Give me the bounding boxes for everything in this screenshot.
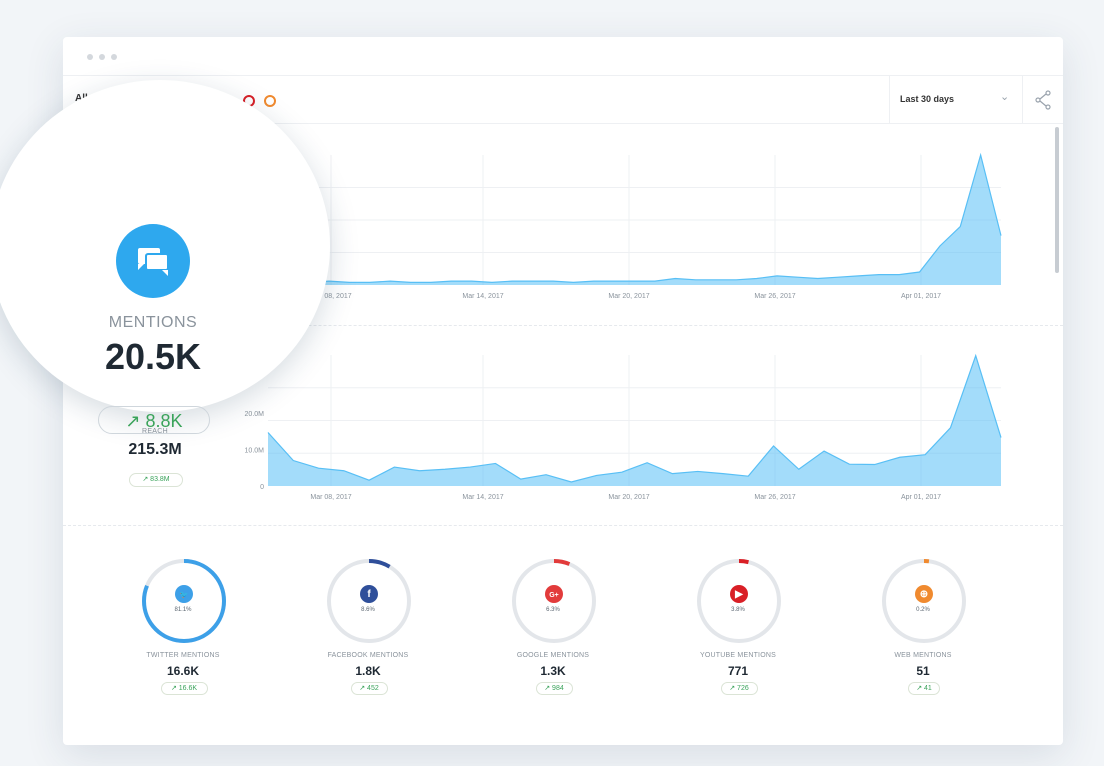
reach-chart-y-tick: 20.0M (245, 411, 265, 418)
reach-chart-y-tick: 10.0M (245, 448, 265, 455)
source-change-badge: ↗ 452 (350, 682, 388, 695)
source-name: TWITTER MENTIONS (146, 652, 220, 659)
web-filter-icon[interactable] (264, 95, 276, 107)
source-card: G+ 6.3% GOOGLE MENTIONS 1.3K ↗ 984 (468, 555, 638, 745)
chevron-down-icon: ⌄ (1000, 91, 1010, 103)
mentions-chart-area (268, 155, 1001, 285)
mentions-chart-x-tick: Mar 14, 2017 (462, 293, 503, 300)
donut-share-arc (882, 559, 966, 643)
mentions-chart-x-tick: Mar 26, 2017 (754, 293, 795, 300)
reach-chart-x-tick: Mar 26, 2017 (754, 494, 795, 501)
source-donut: G+ (512, 559, 596, 643)
section-divider (63, 325, 1063, 326)
mentions-chart: Mar 08, 2017 Mar 14, 2017 Mar 20, 2017 Mar … (245, 152, 1002, 501)
source-card: ⊕ 0.2% WEB MENTIONS 51 ↗ 41 (838, 555, 1008, 745)
mentions-label: MENTIONS (108, 314, 198, 331)
source-value: 771 (727, 664, 749, 678)
source-value: 16.6K (166, 664, 200, 678)
facebook-icon (360, 585, 378, 603)
mentions-value: 20.5K (104, 336, 202, 377)
source-value: 51 (916, 664, 930, 678)
source-card: ▶ 3.8% YOUTUBE MENTIONS 771 ↗ 726 (653, 555, 823, 745)
share-icon[interactable] (1031, 87, 1057, 113)
google-plus-icon-glyph: G+ (549, 592, 559, 599)
mentions-change-badge: ↗ 8.8K (98, 406, 210, 434)
source-card: 🐦 81.1% TWITTER MENTIONS 16.6K ↗ 16.6K (98, 555, 268, 745)
toolbar: All Last 30 days ⌄ (63, 76, 1063, 124)
window-dot (87, 54, 93, 60)
source-value: 1.3K (540, 664, 566, 678)
source-change-badge: ↗ 726 (720, 682, 758, 695)
youtube-icon-glyph: ▶ (734, 589, 744, 600)
donut-share-arc (697, 559, 781, 643)
source-donut: f (327, 559, 411, 643)
source-name: FACEBOOK MENTIONS (327, 652, 409, 659)
source-percent: 0.2% (916, 607, 930, 613)
date-range-select[interactable]: Last 30 days ⌄ (889, 76, 1023, 123)
reach-chart-x-tick: Mar 20, 2017 (608, 494, 649, 501)
source-donut: ⊕ (882, 559, 966, 643)
reach-chart-x-tick: Apr 01, 2017 (901, 494, 941, 501)
reach-label: REACH (141, 428, 168, 435)
google-plus-icon (545, 585, 563, 603)
mentions-chart-line (268, 152, 1002, 284)
twitter-icon (175, 585, 193, 603)
mentions-chat-icon (116, 224, 190, 298)
web-globe-icon-glyph: ⊕ (920, 589, 928, 600)
window-titlebar (63, 37, 1063, 76)
reach-chart-x-tick: Mar 08, 2017 (310, 494, 351, 501)
source-value: 1.8K (355, 664, 381, 678)
donut-share-arc (327, 559, 411, 643)
source-percent: 3.8% (731, 607, 745, 613)
reach-chart-area (268, 355, 1001, 486)
window-dot (111, 54, 117, 60)
source-name: GOOGLE MENTIONS (516, 652, 590, 659)
source-percent: 8.6% (361, 607, 375, 613)
facebook-icon-glyph: f (367, 589, 371, 600)
mentions-chart-x-tick: Mar 08, 2017 (310, 293, 351, 300)
source-change-badge: ↗ 16.6K (160, 682, 208, 695)
window-dot (99, 54, 105, 60)
scrollbar[interactable] (1055, 127, 1059, 273)
source-donut: ▶ (697, 559, 781, 643)
donut-share-arc (142, 559, 226, 643)
source-name: YOUTUBE MENTIONS (700, 652, 776, 659)
date-range-label: Last 30 days (900, 94, 955, 104)
reach-chart-y-tick: 0 (260, 484, 264, 491)
donut-share-arc (512, 559, 596, 643)
reach-chart-x-tick: Mar 14, 2017 (462, 494, 503, 501)
twitter-icon-glyph: 🐦 (180, 591, 189, 599)
source-change-badge: ↗ 984 (535, 682, 573, 695)
section-divider (63, 525, 1063, 526)
source-percent: 81.1% (174, 607, 192, 613)
mentions-magnifier: MENTIONS 20.5K ↗ 8.8K (0, 80, 330, 434)
mentions-chart-x-tick: Apr 01, 2017 (901, 293, 941, 300)
web-globe-icon (915, 585, 933, 603)
source-card: f 8.6% FACEBOOK MENTIONS 1.8K ↗ 452 (283, 555, 453, 745)
reach-chart-line (267, 353, 1002, 483)
youtube-icon (730, 585, 748, 603)
mentions-chart-x-tick: Mar 20, 2017 (608, 293, 649, 300)
reach-change-badge: ↗ 83.8M (129, 473, 183, 487)
source-percent: 6.3% (546, 607, 560, 613)
source-donut: 🐦 (142, 559, 226, 643)
source-change-badge: ↗ 41 (908, 682, 940, 695)
source-name: WEB MENTIONS (894, 652, 952, 659)
reach-value: 215.3M (128, 441, 182, 458)
